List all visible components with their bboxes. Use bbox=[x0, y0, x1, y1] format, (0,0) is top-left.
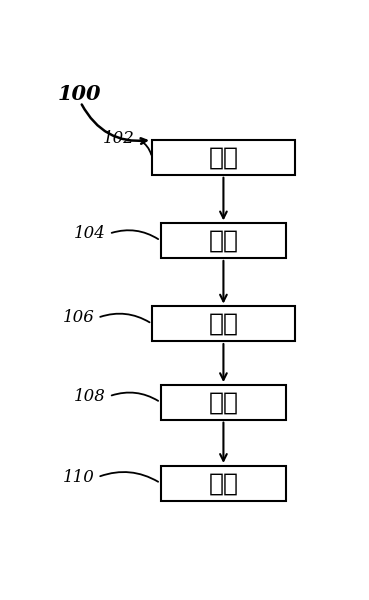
Text: 104: 104 bbox=[74, 225, 106, 242]
Text: 106: 106 bbox=[63, 309, 95, 326]
Text: 固化: 固化 bbox=[208, 471, 238, 495]
Bar bbox=[152, 140, 295, 175]
Text: 蒸发: 蒸发 bbox=[208, 312, 238, 336]
Text: 108: 108 bbox=[74, 388, 106, 405]
Text: 102: 102 bbox=[103, 130, 135, 148]
Bar bbox=[152, 307, 295, 341]
Text: 结合: 结合 bbox=[208, 145, 238, 169]
Bar bbox=[161, 223, 286, 258]
Text: 模制: 模制 bbox=[208, 391, 238, 415]
Bar bbox=[161, 466, 286, 500]
Text: 100: 100 bbox=[58, 83, 101, 104]
Text: 混合: 混合 bbox=[208, 229, 238, 253]
Bar bbox=[161, 385, 286, 419]
Text: 110: 110 bbox=[63, 469, 95, 485]
